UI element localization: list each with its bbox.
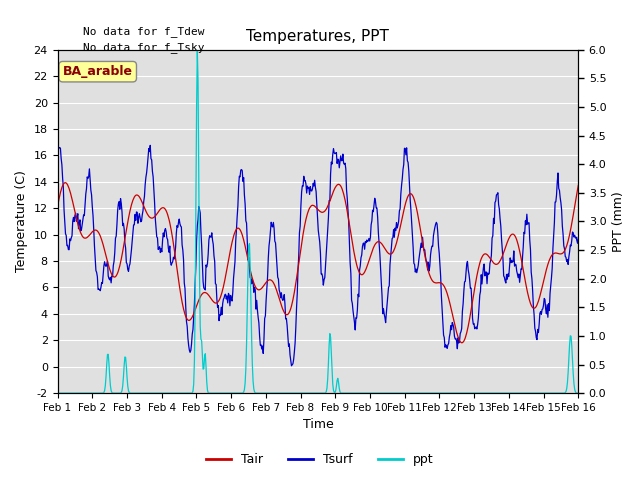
Text: No data for f_Tsky: No data for f_Tsky <box>83 42 205 53</box>
Y-axis label: Temperature (C): Temperature (C) <box>15 170 28 272</box>
Legend: Tair, Tsurf, ppt: Tair, Tsurf, ppt <box>202 448 438 471</box>
Y-axis label: PPT (mm): PPT (mm) <box>612 191 625 252</box>
X-axis label: Time: Time <box>303 419 333 432</box>
Text: No data for f_Tdew: No data for f_Tdew <box>83 26 205 37</box>
Text: BA_arable: BA_arable <box>63 65 132 78</box>
Title: Temperatures, PPT: Temperatures, PPT <box>246 29 389 44</box>
